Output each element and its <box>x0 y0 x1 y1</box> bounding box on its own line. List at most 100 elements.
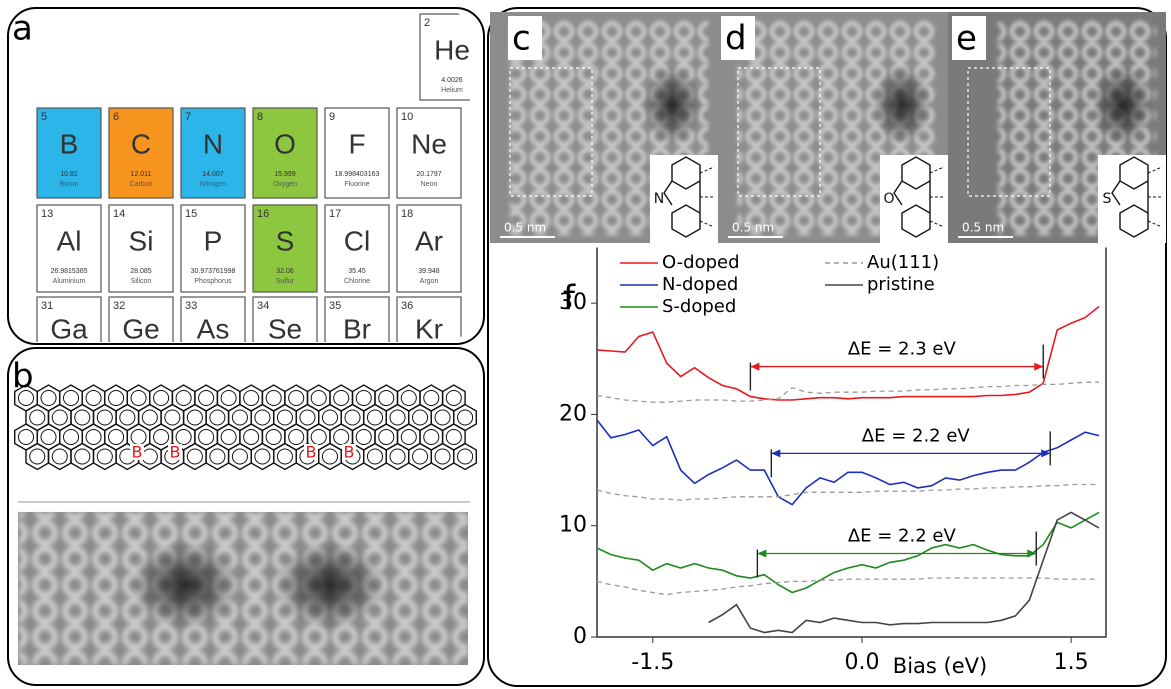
scale-bar-label: 0.5 nm <box>962 221 1004 235</box>
element-symbol: Ar <box>415 225 443 256</box>
element-symbol: Se <box>268 313 302 344</box>
stm-dark-spot <box>130 540 240 630</box>
element-name: Chlorine <box>344 278 370 285</box>
gap-label: ΔE = 2.2 eV <box>862 425 971 446</box>
x-tick-label: 0.0 <box>844 650 879 675</box>
element-symbol: Ge <box>122 313 159 344</box>
scale-bar-label: 0.5 nm <box>732 221 774 235</box>
boron-label: B <box>306 443 317 462</box>
stm-dark-spot <box>1092 65 1152 145</box>
element-name: Phosphorus <box>194 278 232 285</box>
stm-dark-spot <box>275 540 385 630</box>
figure: 2He4.0026Helium5B10.81Boron6C12.011Carbo… <box>0 0 1171 689</box>
element-name: Neon <box>421 181 438 188</box>
legend-label: N-doped <box>662 274 738 295</box>
element-symbol: P <box>204 225 223 256</box>
atomic-number: 14 <box>113 208 125 220</box>
atomic-mass: 20.1797 <box>416 171 441 178</box>
panel-label: e <box>956 19 977 59</box>
gap-label: ΔE = 2.2 eV <box>848 526 957 547</box>
y-tick-label: 20 <box>559 401 587 426</box>
panel-label: c <box>512 19 531 59</box>
atomic-number: 17 <box>329 208 341 220</box>
atomic-mass: 28.085 <box>130 268 152 275</box>
element-symbol: S <box>276 225 295 256</box>
element-name: Fluorine <box>344 181 369 188</box>
stm-dark-spot <box>642 65 702 145</box>
element-cell: 15 P 30.973761998 Phosphorus <box>181 205 245 292</box>
element-name: Aluminium <box>53 278 86 285</box>
element-cell: 8O15.999Oxygen <box>253 108 317 198</box>
element-name: Carbon <box>130 181 153 188</box>
element-symbol: Cl <box>344 225 370 256</box>
x-axis-label: Bias (eV) <box>893 654 987 678</box>
element-symbol: Ne <box>411 128 447 159</box>
element-name: Sulfur <box>276 278 295 285</box>
element-name: Nitrogen <box>200 181 227 188</box>
atomic-number: 32 <box>113 300 125 312</box>
atomic-mass: 32.06 <box>276 268 294 275</box>
element-symbol: As <box>197 313 230 344</box>
panel-label: b <box>12 357 34 397</box>
atomic-number: 15 <box>185 208 197 220</box>
element-symbol: Si <box>129 225 154 256</box>
atomic-number: 2 <box>424 17 430 29</box>
scale-bar-label: 0.5 nm <box>504 221 546 235</box>
panel-label: f <box>563 279 576 319</box>
atomic-number: 6 <box>113 111 119 123</box>
element-symbol: Ga <box>50 313 88 344</box>
legend-label: Au(111) <box>867 252 939 273</box>
legend-label: O-doped <box>662 252 740 273</box>
y-tick-label: 0 <box>573 624 587 649</box>
x-tick-label: 1.5 <box>1054 650 1089 675</box>
heteroatom-label: S <box>1103 191 1112 207</box>
atomic-mass: 15.999 <box>274 171 296 178</box>
element-cell: 13Al26.9815385Aluminium <box>37 205 101 292</box>
atomic-number: 34 <box>257 300 269 312</box>
element-symbol: F <box>348 128 365 159</box>
element-cell: 5B10.81Boron <box>37 108 101 198</box>
atomic-number: 35 <box>329 300 341 312</box>
y-tick-label: 10 <box>559 513 587 538</box>
atomic-mass: 35.45 <box>348 268 366 275</box>
stm-dark-spot <box>872 65 932 145</box>
boron-label: B <box>170 443 181 462</box>
element-name: Silicon <box>131 278 152 285</box>
atomic-number: 18 <box>401 208 413 220</box>
x-tick-label: -1.5 <box>631 650 674 675</box>
atomic-number: 13 <box>41 208 53 220</box>
atomic-number: 8 <box>257 111 263 123</box>
stm-images: 0.5 nm N 0.5 nm O 0.5 nm S <box>490 12 1166 243</box>
atomic-number: 5 <box>41 111 47 123</box>
element-symbol: He <box>434 34 470 65</box>
element-cell: 14 Si 28.085 Silicon <box>109 205 173 292</box>
atomic-number: 9 <box>329 111 335 123</box>
element-symbol: Kr <box>415 313 443 344</box>
boron-label: B <box>132 443 143 462</box>
atomic-mass: 39.948 <box>418 268 440 275</box>
element-name: Helium <box>441 87 463 94</box>
element-name: Boron <box>60 181 79 188</box>
atomic-mass: 14.007 <box>202 171 224 178</box>
ribbon-stm <box>18 512 468 665</box>
atomic-number: 16 <box>257 208 269 220</box>
element-cell: 6C 12.011 Carbon <box>109 108 173 198</box>
element-symbol: Al <box>57 225 82 256</box>
element-cell: 7N14.007Nitrogen <box>181 108 245 198</box>
element-symbol: C <box>131 128 151 159</box>
legend-label: pristine <box>867 274 935 295</box>
atomic-mass: 10.81 <box>60 171 78 178</box>
atomic-mass: 18.998403163 <box>335 171 380 178</box>
heteroatom-label: O <box>883 191 894 207</box>
gap-label: ΔE = 2.3 eV <box>848 339 957 360</box>
panel-label: d <box>725 19 747 59</box>
stm-texture <box>18 512 468 665</box>
atomic-mass: 12.011 <box>131 171 152 178</box>
atomic-mass: 30.973761998 <box>191 268 236 275</box>
page: 2He4.0026Helium5B10.81Boron6C12.011Carbo… <box>0 0 1171 689</box>
element-name: Argon <box>420 278 439 285</box>
heteroatom-label: N <box>654 191 664 207</box>
element-cell: 17Cl 35.45 Chlorine <box>325 205 389 292</box>
panel-label: a <box>12 9 33 49</box>
